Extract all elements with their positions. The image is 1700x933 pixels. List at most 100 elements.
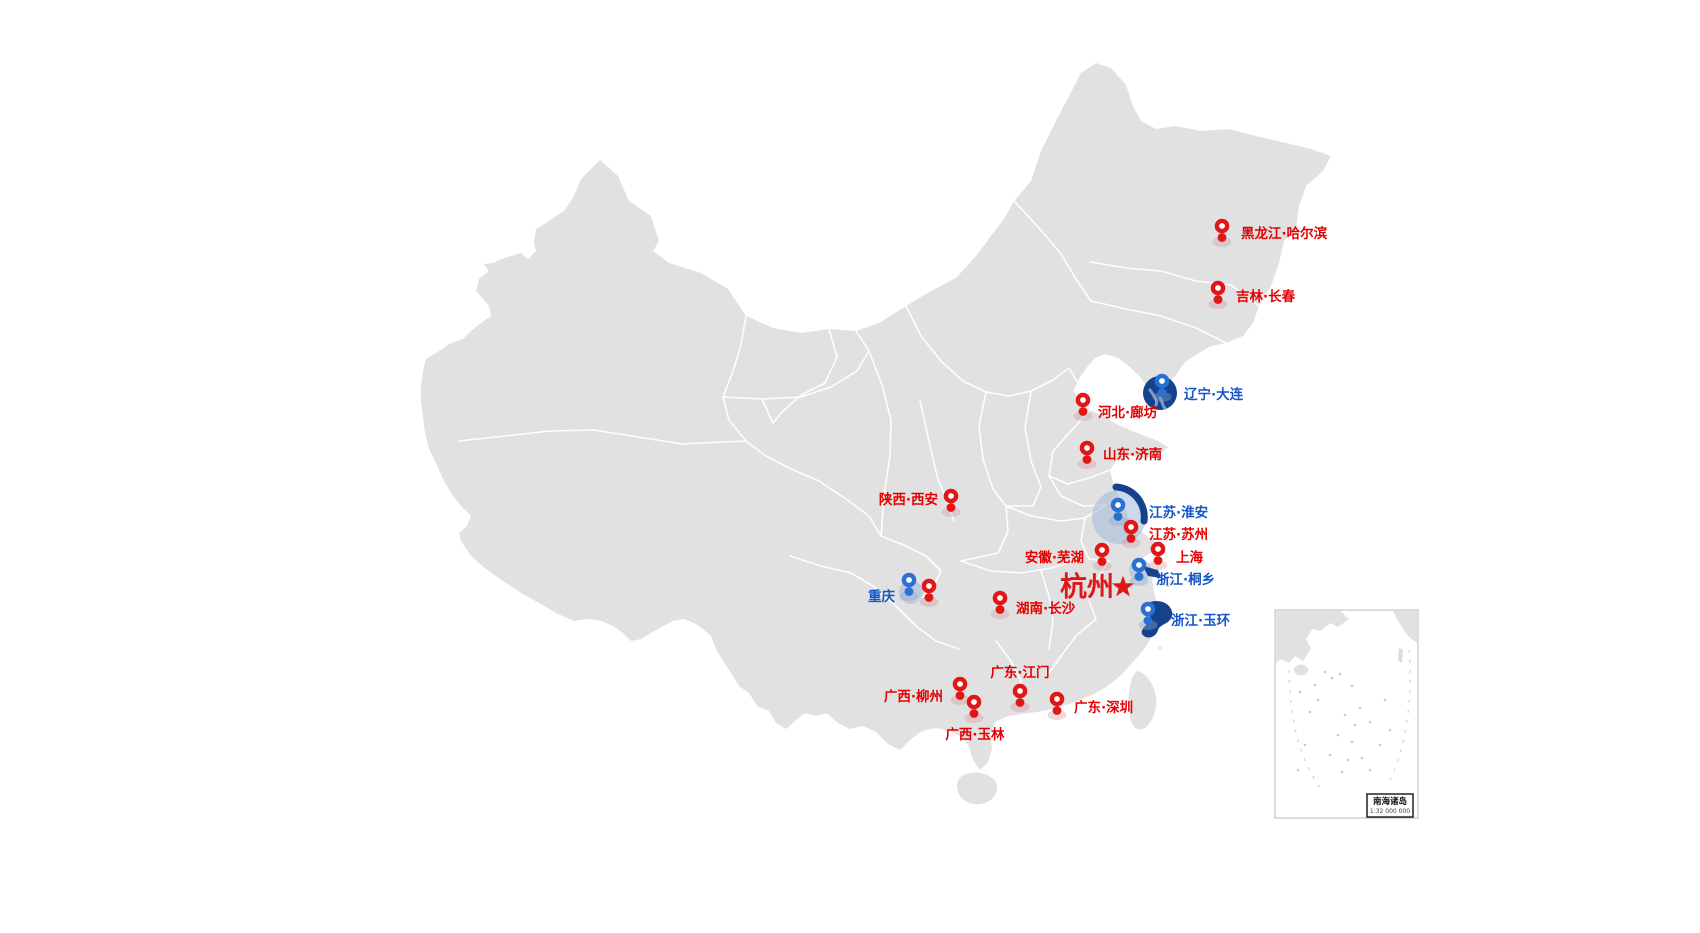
- pin-tail: [1157, 388, 1167, 397]
- marker-label-guangdong-shenzhen: 广东·深圳: [1074, 699, 1133, 716]
- pin-shadow: [899, 591, 919, 601]
- pin-shadow: [1092, 561, 1112, 571]
- marker-label-jiangsu-suzhou: 江苏·苏州: [1149, 526, 1208, 543]
- marker-liaoning-dalian[interactable]: 辽宁·大连: [1152, 373, 1244, 403]
- inset-hainan-island: [1294, 664, 1308, 676]
- inset-island-dots: [1296, 670, 1392, 774]
- pin-hole: [1099, 547, 1105, 553]
- marker-label-liaoning-dalian: 辽宁·大连: [1184, 386, 1244, 403]
- hq-label: 杭州: [1060, 571, 1114, 603]
- marker-shaanxi-xian[interactable]: 陕西·西安: [879, 488, 961, 517]
- pin-hole: [1215, 285, 1221, 291]
- china-mainland-shape: [421, 63, 1331, 770]
- pin-shadow: [1108, 516, 1128, 526]
- pin-hole: [1145, 606, 1151, 612]
- marker-label-jilin-changchun: 吉林·长春: [1236, 288, 1296, 305]
- marker-label-guangdong-jiangmen: 广东·江门: [990, 664, 1049, 681]
- marker-label-jiangsu-huaian: 江苏·淮安: [1149, 504, 1208, 521]
- marker-anhui-wuhu[interactable]: 安徽·芜湖: [1025, 542, 1112, 571]
- pin-tail: [1082, 455, 1092, 464]
- pin-shadow: [964, 713, 984, 723]
- taiwan-island-shape: [1128, 671, 1157, 730]
- marker-chongqing-partner[interactable]: [919, 578, 939, 607]
- marker-guangdong-shenzhen[interactable]: 广东·深圳: [1047, 691, 1134, 720]
- china-map-land-group: [421, 63, 1331, 805]
- marker-hebei-langfang[interactable]: 河北·廊坊: [1073, 392, 1158, 421]
- pin-tail: [1217, 233, 1227, 242]
- marker-label-hebei-langfang: 河北·廊坊: [1098, 404, 1158, 421]
- marker-label-zhejiang-tongxiang: 浙江·桐乡: [1156, 571, 1215, 588]
- pin-shadow: [1152, 392, 1172, 402]
- pin-hole: [948, 493, 954, 499]
- marker-shandong-jinan[interactable]: 山东·济南: [1077, 440, 1163, 469]
- pin-tail: [1153, 556, 1163, 565]
- pin-shadow: [1138, 620, 1158, 630]
- dalian-peninsula-detail: [1148, 388, 1167, 410]
- pin-hole: [906, 577, 912, 583]
- pin-hole: [1017, 688, 1023, 694]
- hangzhou-bay-highlight: [1143, 566, 1161, 578]
- pin-hole: [971, 699, 977, 705]
- pin-shadow: [919, 597, 939, 607]
- inset-island-strip: [1398, 648, 1403, 663]
- marker-label-chongqing: 重庆: [868, 588, 896, 605]
- pin-hole: [1159, 378, 1165, 384]
- marker-shanghai[interactable]: 上海: [1148, 541, 1204, 570]
- marker-label-zhejiang-yuhuan: 浙江·玉环: [1171, 612, 1231, 629]
- marker-chongqing[interactable]: 重庆: [868, 572, 919, 605]
- marker-label-guangxi-yulin: 广西·玉林: [945, 726, 1005, 743]
- marker-jiangsu-huaian[interactable]: 江苏·淮安: [1108, 497, 1209, 526]
- marker-jiangsu-suzhou[interactable]: 江苏·苏州: [1121, 519, 1209, 548]
- pin-tail: [904, 587, 914, 596]
- pin-tail: [1052, 706, 1062, 715]
- marker-jilin-changchun[interactable]: 吉林·长春: [1208, 280, 1296, 309]
- pin-hole: [926, 583, 932, 589]
- yuhuan-coast-highlight: [1141, 600, 1173, 638]
- pin-tail: [1143, 616, 1153, 625]
- pin-tail: [969, 709, 979, 718]
- pin-tail: [995, 605, 1005, 614]
- pin-hole: [1080, 397, 1086, 403]
- pin-hole: [1054, 696, 1060, 702]
- pin-tail: [1015, 698, 1025, 707]
- pin-shadow: [1010, 702, 1030, 712]
- marker-label-hunan-changsha: 湖南·长沙: [1016, 600, 1076, 617]
- marker-guangdong-jiangmen[interactable]: 广东·江门: [990, 664, 1050, 712]
- city-markers: 黑龙江·哈尔滨吉林·长春辽宁·大连河北·廊坊山东·济南陕西·西安江苏·淮安江苏·…: [868, 218, 1328, 743]
- inset-label-box: [1366, 793, 1414, 818]
- marker-zhejiang-yuhuan[interactable]: 浙江·玉环: [1138, 601, 1231, 630]
- pin-shadow: [1047, 710, 1067, 720]
- pin-shadow: [1148, 560, 1168, 570]
- marker-heilongjiang-harbin[interactable]: 黑龙江·哈尔滨: [1212, 218, 1328, 247]
- pin-shadow: [990, 609, 1010, 619]
- pin-hole: [1115, 502, 1121, 508]
- marker-hunan-changsha[interactable]: 湖南·长沙: [990, 590, 1076, 619]
- pin-shadow: [1208, 299, 1228, 309]
- pin-hole: [1155, 546, 1161, 552]
- pin-tail: [1078, 407, 1088, 416]
- pin-shadow: [1073, 411, 1093, 421]
- marker-label-shanghai: 上海: [1176, 549, 1204, 566]
- pin-shadow: [941, 507, 961, 517]
- inset-taiwan-luzon-coast: [1393, 611, 1417, 643]
- inset-title: 南海诸岛: [1373, 796, 1407, 807]
- hainan-island-shape: [957, 772, 998, 805]
- marker-label-shandong-jinan: 山东·济南: [1103, 446, 1162, 463]
- marker-label-anhui-wuhu: 安徽·芜湖: [1025, 549, 1084, 566]
- hq-marker[interactable]: 杭州: [1060, 571, 1135, 603]
- coastal-island-dot: [1158, 646, 1162, 650]
- pin-shadow: [1077, 459, 1097, 469]
- marker-guangxi-yulin[interactable]: 广西·玉林: [945, 694, 1005, 743]
- pin-shadow: [1129, 576, 1149, 586]
- pin-tail: [1134, 572, 1144, 581]
- inset-mainland-coast: [1276, 611, 1349, 663]
- hq-star-icon: [1111, 575, 1135, 597]
- pin-hole: [957, 681, 963, 687]
- pin-hole: [1219, 223, 1225, 229]
- province-borders: [458, 200, 1260, 707]
- pin-shadow: [1121, 538, 1141, 548]
- pin-tail: [924, 593, 934, 602]
- marker-guangxi-liuzhou[interactable]: 广西·柳州: [884, 676, 970, 705]
- marker-zhejiang-tongxiang[interactable]: 浙江·桐乡: [1129, 557, 1216, 588]
